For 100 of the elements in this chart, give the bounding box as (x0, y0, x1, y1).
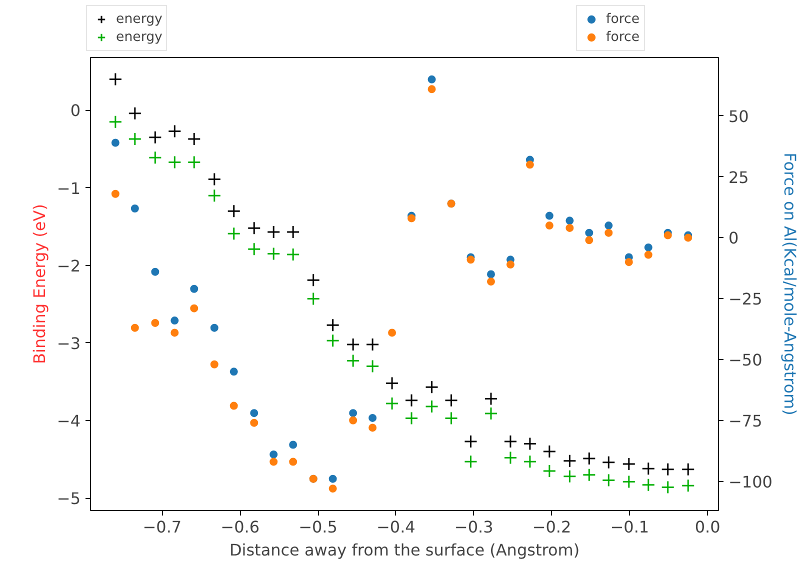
legend-label: force (606, 28, 640, 46)
point (326, 318, 340, 332)
y2-axis-title: Force on Al(Kcal/mole-Angstrom) (780, 152, 800, 416)
point (247, 242, 261, 256)
point (444, 394, 458, 408)
point (604, 228, 613, 237)
point (366, 338, 380, 352)
point (404, 394, 418, 408)
x-tick-label: −0.1 (610, 518, 650, 536)
point (602, 456, 616, 470)
point (642, 478, 656, 492)
x-tick-label: 0.0 (694, 518, 720, 536)
point (289, 458, 298, 466)
point (428, 85, 436, 94)
point (227, 226, 241, 240)
point (270, 450, 278, 458)
point (170, 316, 179, 325)
point (349, 409, 358, 418)
point (602, 474, 616, 487)
point (604, 222, 613, 230)
point (190, 284, 198, 293)
point (542, 444, 556, 458)
point (684, 234, 692, 242)
point (148, 150, 162, 164)
point (346, 354, 360, 368)
point (681, 478, 695, 492)
point (286, 225, 300, 239)
point (148, 130, 162, 144)
point (306, 273, 320, 287)
point (266, 247, 280, 260)
point (425, 380, 439, 394)
point (408, 214, 416, 222)
point (111, 138, 120, 147)
point (368, 414, 377, 422)
y2-tick-label: −75 (728, 411, 762, 430)
point (566, 216, 574, 225)
point (486, 278, 495, 286)
point (585, 236, 594, 244)
point (644, 243, 652, 252)
point (681, 462, 695, 476)
point (644, 250, 652, 259)
point (484, 392, 498, 406)
point (130, 324, 139, 332)
point (385, 376, 399, 390)
point (289, 440, 298, 449)
point (622, 457, 636, 471)
point (210, 324, 218, 332)
point (504, 434, 518, 448)
point (266, 225, 280, 239)
x-tick-label: −0.6 (220, 518, 260, 536)
x-tick-label: −0.5 (298, 518, 338, 536)
point (385, 396, 399, 410)
legend-label: force (606, 10, 640, 28)
point (247, 221, 261, 235)
point (151, 318, 160, 327)
point (306, 292, 320, 306)
point (545, 222, 554, 230)
point (624, 258, 633, 266)
point (566, 224, 574, 232)
x-tick-label: −0.3 (454, 518, 494, 536)
x-tick-label: −0.7 (142, 518, 182, 536)
point (368, 424, 377, 432)
point (168, 155, 182, 169)
point (582, 452, 596, 466)
legend-label: energy (116, 10, 162, 28)
point (270, 458, 278, 466)
point (444, 411, 458, 425)
point (661, 462, 675, 476)
y2-tick-label: 25 (728, 168, 749, 187)
point (227, 204, 241, 218)
point (545, 212, 554, 220)
y2-tick-label: 50 (728, 106, 749, 126)
y-tick-label: −3 (56, 334, 81, 353)
point (622, 475, 636, 489)
y-tick-label: −4 (56, 412, 81, 431)
y-tick-label: −5 (56, 489, 81, 508)
legend-label: energy (116, 28, 162, 46)
point (230, 368, 238, 376)
point (250, 418, 258, 427)
y-tick-label: −2 (56, 256, 81, 276)
point (464, 434, 478, 448)
x-axis-title: Distance away from the surface (Angstrom) (229, 540, 580, 560)
point (661, 480, 675, 494)
point (562, 470, 576, 484)
point (326, 334, 340, 348)
point (585, 228, 594, 237)
y-tick-label: −1 (56, 178, 81, 198)
x-tick-label: −0.4 (376, 518, 416, 536)
point (111, 190, 120, 198)
point (484, 406, 498, 420)
point (108, 115, 122, 129)
point (108, 72, 122, 86)
point (425, 400, 439, 414)
point (170, 328, 179, 337)
point (128, 106, 142, 120)
point (526, 160, 534, 169)
point (504, 451, 518, 465)
point (664, 231, 672, 240)
point (404, 411, 418, 425)
point (388, 328, 396, 337)
